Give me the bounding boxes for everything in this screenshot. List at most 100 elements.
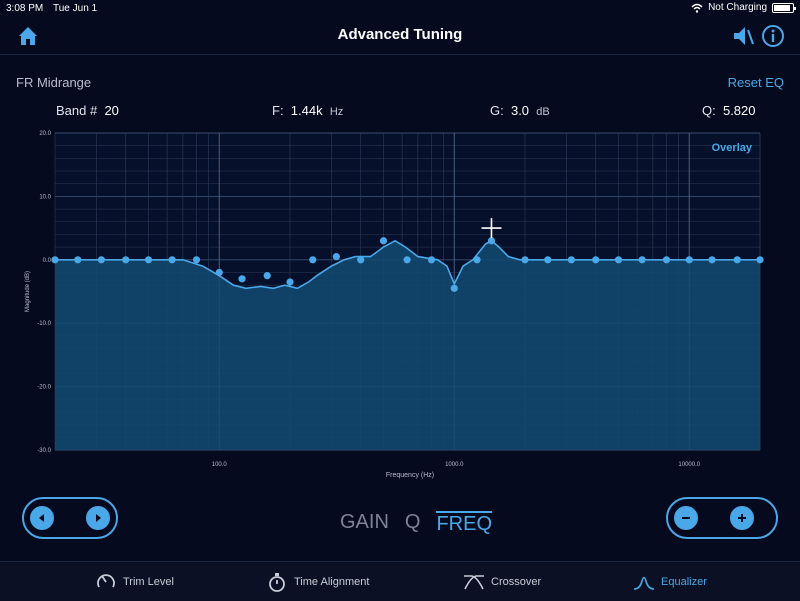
- eq-graph[interactable]: 20.0 10.0 0.0 -10.0 -20.0 -30.0 100.0 1000.0 100…: [20, 125, 770, 485]
- eq-band-point[interactable]: [638, 256, 646, 264]
- y-tick-label: 10.0: [39, 194, 51, 200]
- tab-label: Trim Level: [123, 576, 174, 588]
- x-tick-label: 10000.0: [678, 462, 700, 468]
- band-navigation-control: [22, 497, 118, 539]
- wifi-icon: [691, 3, 703, 13]
- y-tick-label: 0.0: [43, 258, 52, 264]
- crossover-icon: [464, 575, 484, 590]
- y-tick-label: 20.0: [39, 131, 51, 137]
- eq-band-point[interactable]: [379, 237, 388, 245]
- chevron-left-icon: [39, 514, 44, 522]
- increase-button[interactable]: [730, 506, 754, 530]
- status-right: Not Charging: [691, 2, 796, 13]
- frequency-readout: F: 1.44k Hz: [272, 103, 343, 118]
- channel-label: FR Midrange: [16, 75, 92, 90]
- band-label: Band #: [56, 103, 98, 118]
- next-band-button[interactable]: [86, 506, 110, 530]
- parameter-mode-selector: GAIN Q FREQ: [340, 511, 493, 536]
- eq-chart-svg[interactable]: 20.0 10.0 0.0 -10.0 -20.0 -30.0 100.0 1000.0 100…: [20, 125, 770, 485]
- tab-label: Crossover: [491, 576, 542, 588]
- eq-band-point[interactable]: [263, 272, 271, 280]
- previous-band-button[interactable]: [30, 506, 54, 530]
- eq-band-point[interactable]: [544, 256, 552, 264]
- eq-band-point[interactable]: [403, 256, 411, 264]
- tab-label: Time Alignment: [294, 576, 370, 588]
- eq-band-point[interactable]: [192, 256, 201, 264]
- x-axis-label: Frequency (Hz): [386, 472, 434, 479]
- tab-label: Equalizer: [661, 576, 707, 588]
- eq-band-point[interactable]: [662, 256, 671, 264]
- bottom-tab-bar: Trim Level Time Alignment Crossover Equa…: [0, 561, 800, 601]
- eq-band-point[interactable]: [592, 256, 600, 264]
- freq-unit: Hz: [329, 106, 344, 118]
- gain-value: 3.0: [510, 103, 530, 118]
- eq-band-point[interactable]: [614, 256, 623, 264]
- stopwatch-icon: [269, 573, 285, 592]
- equalizer-icon: [633, 576, 655, 590]
- y-axis-label: Magnitude (dB): [25, 271, 31, 312]
- tab-time-alignment[interactable]: Time Alignment: [266, 571, 369, 593]
- gain-readout: G: 3.0 dB: [490, 103, 550, 118]
- eq-band-point[interactable]: [521, 256, 529, 264]
- q-label: Q:: [702, 103, 716, 118]
- eq-band-point[interactable]: [238, 275, 246, 283]
- eq-band-point[interactable]: [97, 256, 105, 264]
- eq-band-point[interactable]: [487, 237, 496, 245]
- q-value: 5.820: [722, 103, 756, 118]
- response-fill: [55, 240, 760, 450]
- charging-status: Not Charging: [708, 2, 767, 13]
- y-tick-label: -30.0: [37, 448, 51, 454]
- eq-band-point[interactable]: [567, 256, 575, 264]
- q-readout: Q: 5.820: [702, 103, 756, 118]
- eq-band-point[interactable]: [733, 256, 741, 264]
- mode-freq[interactable]: FREQ: [436, 511, 493, 535]
- trim-knob-icon: [97, 574, 115, 588]
- eq-band-point[interactable]: [450, 284, 458, 292]
- gain-unit: dB: [536, 106, 550, 118]
- x-tick-label: 1000.0: [445, 462, 464, 468]
- status-time: 3:08 PM: [6, 3, 44, 14]
- gain-label: G:: [490, 103, 504, 118]
- overlay-toggle[interactable]: Overlay: [712, 142, 753, 154]
- eq-band-point[interactable]: [144, 256, 153, 264]
- eq-band-point[interactable]: [122, 256, 130, 264]
- band-value: 20: [104, 103, 119, 118]
- home-icon[interactable]: [16, 24, 40, 48]
- status-date: Tue Jun 1: [53, 3, 98, 14]
- reset-eq-button[interactable]: Reset EQ: [727, 75, 784, 90]
- battery-icon: [772, 2, 796, 13]
- chevron-right-icon: [96, 514, 101, 522]
- page-title: Advanced Tuning: [337, 26, 463, 43]
- eq-band-point[interactable]: [473, 256, 481, 264]
- y-tick-label: -20.0: [37, 385, 51, 391]
- plus-icon: [738, 514, 746, 522]
- speaker-mute-icon[interactable]: [731, 24, 755, 48]
- freq-label: F:: [272, 103, 284, 118]
- decrease-button[interactable]: [674, 506, 698, 530]
- info-icon[interactable]: [761, 24, 785, 48]
- eq-band-point[interactable]: [357, 256, 365, 264]
- eq-band-point[interactable]: [74, 256, 82, 264]
- y-tick-label: -10.0: [37, 321, 51, 327]
- eq-band-point[interactable]: [51, 256, 59, 264]
- tab-trim-level[interactable]: Trim Level: [95, 571, 174, 593]
- eq-band-point[interactable]: [756, 256, 764, 264]
- eq-band-point[interactable]: [309, 256, 317, 264]
- nav-bar: Advanced Tuning: [0, 16, 800, 55]
- band-number-readout: Band # 20: [56, 103, 119, 118]
- adjust-control: [666, 497, 778, 539]
- eq-band-point[interactable]: [427, 256, 436, 264]
- mode-q[interactable]: Q: [404, 511, 421, 533]
- status-bar: 3:08 PM Tue Jun 1 Not Charging: [0, 0, 800, 16]
- eq-band-point[interactable]: [168, 256, 176, 264]
- freq-value: 1.44k: [290, 103, 323, 118]
- mode-gain[interactable]: GAIN: [340, 511, 389, 533]
- eq-band-point[interactable]: [708, 256, 716, 264]
- eq-band-point[interactable]: [332, 253, 340, 261]
- eq-band-point[interactable]: [286, 278, 294, 286]
- eq-band-point[interactable]: [215, 268, 223, 277]
- tab-crossover[interactable]: Crossover: [463, 571, 541, 593]
- tab-equalizer[interactable]: Equalizer: [633, 571, 707, 593]
- x-tick-label: 100.0: [212, 462, 228, 468]
- eq-band-point[interactable]: [685, 256, 693, 264]
